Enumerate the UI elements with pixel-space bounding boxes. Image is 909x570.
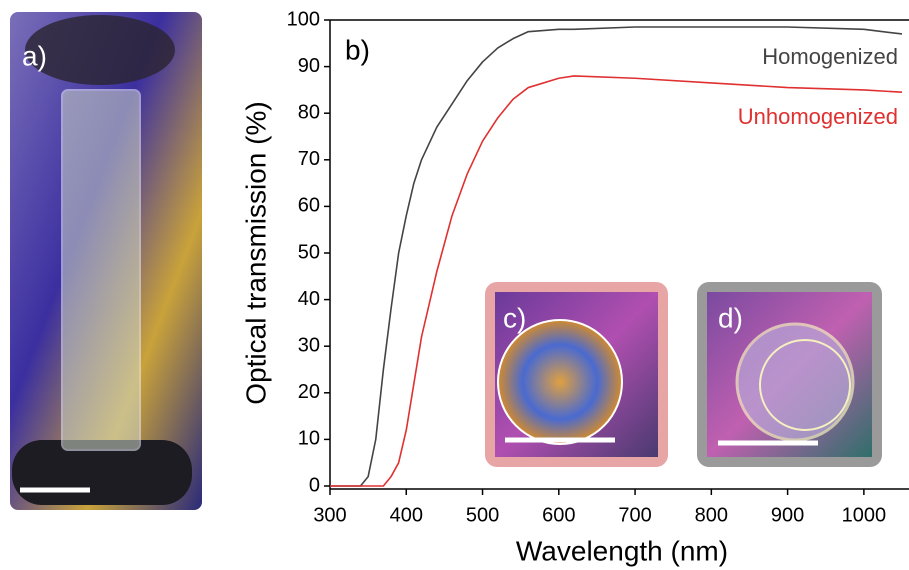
photo-c bbox=[485, 282, 668, 467]
y-tick-label: 100 bbox=[287, 8, 320, 30]
y-tick-label: 70 bbox=[298, 148, 320, 170]
y-tick-label: 20 bbox=[298, 381, 320, 403]
x-tick-label: 700 bbox=[618, 504, 651, 526]
y-axis-title: Optical transmission (%) bbox=[240, 101, 271, 404]
x-tick-label: 600 bbox=[542, 504, 575, 526]
plot: 0 10 20 30 40 50 60 70 80 90 100 300 400 500 600 700 800… bbox=[240, 8, 909, 566]
y-tick-label: 30 bbox=[298, 334, 320, 356]
series-label: Unhomogenized bbox=[738, 104, 898, 129]
y-tick-label: 0 bbox=[309, 474, 320, 496]
y-tick-label: 10 bbox=[298, 428, 320, 450]
panel-label: c) bbox=[503, 302, 526, 333]
y-tick-label: 40 bbox=[298, 288, 320, 310]
series-label: Homogenized bbox=[762, 44, 898, 69]
x-tick-label: 300 bbox=[313, 504, 346, 526]
y-tick-label: 50 bbox=[298, 241, 320, 263]
x-axis-title: Wavelength (nm) bbox=[516, 535, 728, 566]
panel-label: b) bbox=[345, 34, 370, 65]
panel-label: a) bbox=[22, 40, 47, 71]
panel-labels: a) b) c) d) bbox=[22, 34, 743, 333]
x-tick-label: 400 bbox=[390, 504, 423, 526]
x-tick-label: 500 bbox=[466, 504, 499, 526]
y-tick-label: 60 bbox=[298, 195, 320, 217]
y-tick-label: 90 bbox=[298, 55, 320, 77]
x-tick-label: 1000 bbox=[842, 504, 887, 526]
photo-d bbox=[697, 282, 882, 467]
panel-label: d) bbox=[718, 302, 743, 333]
photo-a bbox=[10, 12, 202, 510]
x-tick-label: 800 bbox=[695, 504, 728, 526]
series-line bbox=[330, 26, 903, 487]
y-tick-label: 80 bbox=[298, 101, 320, 123]
x-tick-label: 900 bbox=[771, 504, 804, 526]
series-line bbox=[330, 75, 903, 487]
